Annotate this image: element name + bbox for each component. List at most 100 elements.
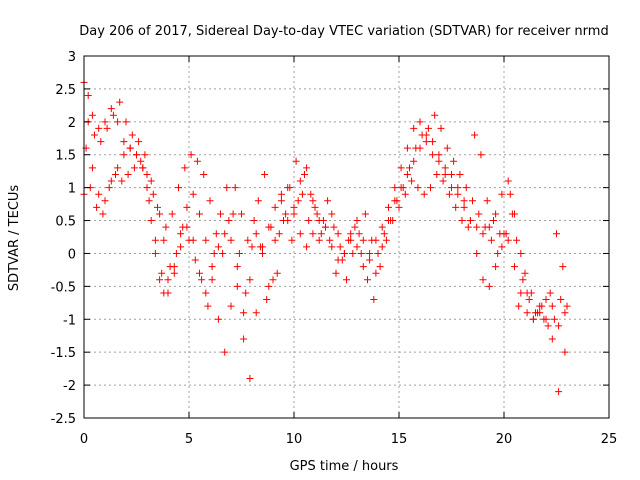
y-tick-label: -0.5 <box>51 280 76 295</box>
data-point <box>406 164 413 172</box>
data-point <box>319 217 327 225</box>
data-point <box>364 276 371 284</box>
data-point <box>246 276 254 284</box>
data-point <box>145 197 153 205</box>
data-point <box>95 190 103 198</box>
data-point <box>196 210 203 218</box>
data-point <box>277 197 285 205</box>
data-point <box>95 124 103 132</box>
data-point <box>523 309 531 317</box>
data-point <box>120 138 128 146</box>
data-point <box>385 203 392 211</box>
data-point <box>137 157 145 165</box>
data-point <box>288 236 296 244</box>
data-point <box>525 296 533 304</box>
data-point <box>351 223 359 231</box>
data-point <box>477 151 485 159</box>
data-point <box>187 151 195 159</box>
data-point <box>107 177 115 185</box>
data-point <box>454 184 462 192</box>
data-point <box>532 309 539 317</box>
data-point <box>475 210 483 218</box>
data-point <box>527 289 535 297</box>
data-point <box>162 223 170 231</box>
data-point <box>429 138 437 146</box>
data-point <box>448 170 455 178</box>
data-point <box>328 243 336 251</box>
data-point <box>301 170 308 178</box>
data-point <box>498 190 506 198</box>
data-point <box>303 164 311 172</box>
x-tick-label: 10 <box>286 432 303 447</box>
data-point <box>311 203 319 211</box>
data-point <box>370 296 378 304</box>
data-point <box>550 315 558 323</box>
data-point <box>418 131 426 139</box>
data-point <box>93 203 101 211</box>
data-point <box>483 197 491 205</box>
data-point <box>252 309 260 317</box>
data-point <box>431 111 439 119</box>
data-point <box>233 282 241 290</box>
data-point <box>277 190 285 198</box>
data-point <box>561 309 569 317</box>
x-tick-label: 25 <box>601 432 618 447</box>
data-point <box>359 236 367 244</box>
data-point <box>473 223 481 231</box>
data-point <box>212 230 220 238</box>
data-point <box>210 249 218 257</box>
data-point <box>282 210 290 218</box>
data-point <box>271 203 279 211</box>
data-point <box>359 263 367 271</box>
data-point <box>328 210 336 218</box>
data-point <box>133 151 140 159</box>
data-point <box>435 157 443 165</box>
data-point <box>338 256 346 264</box>
data-point <box>555 388 563 396</box>
x-tick-label: 0 <box>80 432 88 447</box>
data-point <box>196 269 203 277</box>
data-point <box>105 184 113 192</box>
data-point <box>561 348 569 356</box>
data-point <box>202 289 210 297</box>
data-point <box>294 197 302 205</box>
data-point <box>542 296 550 304</box>
data-point <box>345 236 353 244</box>
data-point <box>175 184 182 192</box>
data-point <box>233 263 241 271</box>
data-point <box>154 203 161 211</box>
data-point <box>395 203 403 211</box>
data-point <box>231 184 239 192</box>
data-point <box>189 190 197 198</box>
plot-frame <box>83 55 610 419</box>
data-point <box>393 197 401 205</box>
data-point <box>427 184 434 192</box>
data-point <box>151 249 159 257</box>
data-point <box>156 210 164 218</box>
data-point <box>462 184 470 192</box>
data-point <box>179 223 187 231</box>
data-point <box>97 138 105 146</box>
data-point <box>235 249 243 257</box>
data-point <box>517 249 525 257</box>
data-point <box>191 256 199 264</box>
data-point <box>181 164 189 172</box>
data-series <box>84 98 571 330</box>
data-point <box>227 302 235 310</box>
x-tick-label: 15 <box>391 432 408 447</box>
data-point <box>439 177 447 185</box>
data-point <box>242 289 250 297</box>
data-point <box>511 263 518 271</box>
data-point <box>546 289 554 297</box>
data-point <box>403 144 411 152</box>
data-point <box>114 164 122 172</box>
data-point <box>513 236 521 244</box>
data-point <box>479 276 487 284</box>
data-point <box>437 124 445 132</box>
data-point <box>454 190 462 198</box>
data-point <box>378 223 386 231</box>
data-point <box>103 124 111 132</box>
data-point <box>469 197 476 205</box>
data-point <box>298 190 306 198</box>
